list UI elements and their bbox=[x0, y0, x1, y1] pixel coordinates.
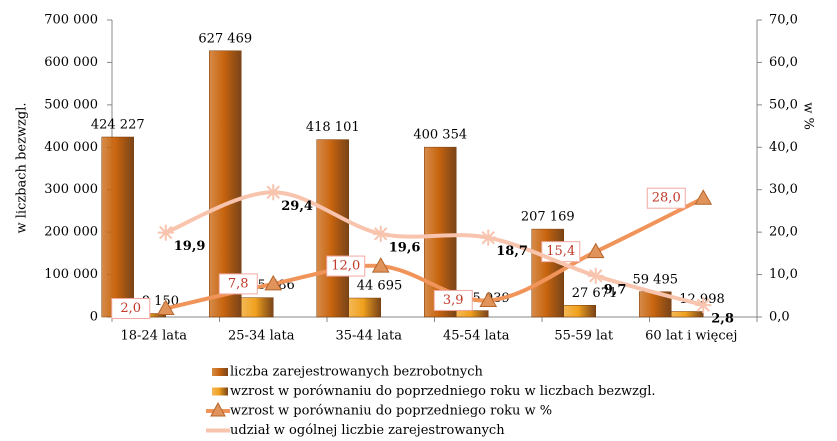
line-value-label: 2,8 bbox=[711, 312, 734, 327]
bar-value-label: 207 169 bbox=[521, 210, 575, 225]
y-tick-label: 100 000 bbox=[44, 267, 98, 282]
legend-label: wzrost w porównaniu do poprzedniego roku… bbox=[230, 384, 656, 399]
bar-value-label: 418 101 bbox=[306, 120, 360, 135]
legend-swatch bbox=[212, 387, 228, 396]
x-tick-label: 45-54 lata bbox=[443, 329, 510, 344]
legend-label: wzrost w porównaniu do poprzedniego roku… bbox=[230, 404, 552, 419]
line-value-label: 9,7 bbox=[604, 282, 627, 297]
legend-marker bbox=[210, 401, 226, 417]
bar bbox=[209, 50, 242, 318]
x-tick-label: 35-44 lata bbox=[336, 329, 403, 344]
bar-value-label: 44 695 bbox=[357, 279, 403, 294]
triangle-marker bbox=[156, 299, 175, 316]
star-marker bbox=[265, 184, 282, 201]
bar-value-label: 8 150 bbox=[142, 294, 179, 309]
value-label-box bbox=[111, 298, 151, 320]
bar-value-label: 400 354 bbox=[413, 128, 467, 143]
y2-tick-label: 50,0 bbox=[769, 97, 798, 112]
triangle-marker bbox=[371, 257, 390, 273]
y2-tick-label: 60,0 bbox=[769, 55, 798, 70]
y-tick-label: 200 000 bbox=[44, 225, 98, 240]
bar-value-label: 59 495 bbox=[633, 272, 679, 287]
y2-tick-label: 0,0 bbox=[769, 310, 790, 325]
y2-axis-label: w % bbox=[801, 102, 816, 130]
value-label-box bbox=[433, 289, 473, 311]
legend-label: liczba zarejestrowanych bezrobotnych bbox=[230, 365, 483, 380]
star-marker bbox=[480, 229, 497, 246]
bar bbox=[348, 297, 381, 318]
value-label-box bbox=[218, 273, 258, 295]
triangle-marker bbox=[479, 291, 498, 307]
value-label-box bbox=[646, 187, 686, 209]
line-value-label: 29,4 bbox=[281, 199, 313, 214]
bar bbox=[563, 305, 596, 318]
y2-tick-label: 30,0 bbox=[769, 182, 798, 197]
legend-swatch bbox=[212, 368, 228, 376]
line-value-label: 2,0 bbox=[120, 301, 141, 316]
triangle-marker bbox=[264, 274, 283, 291]
bar-value-label: 424 227 bbox=[91, 118, 145, 133]
line-value-label: 28,0 bbox=[652, 191, 681, 206]
line-value-label: 3,9 bbox=[443, 293, 464, 308]
star-marker bbox=[157, 224, 174, 241]
triangle-marker bbox=[586, 242, 605, 259]
y2-tick-label: 20,0 bbox=[769, 225, 798, 240]
line-value-label: 19,9 bbox=[174, 239, 206, 254]
line bbox=[165, 190, 704, 308]
y-tick-label: 0 bbox=[90, 310, 98, 325]
y-tick-label: 300 000 bbox=[44, 182, 98, 197]
bar bbox=[671, 311, 704, 318]
star-marker bbox=[372, 225, 389, 242]
line-value-label: 12,0 bbox=[331, 259, 360, 274]
bar bbox=[456, 310, 489, 318]
y2-tick-label: 70,0 bbox=[769, 13, 798, 28]
line-value-label: 19,6 bbox=[389, 240, 421, 255]
y-tick-label: 700 000 bbox=[44, 13, 98, 28]
y2-tick-label: 40,0 bbox=[769, 140, 798, 155]
bar bbox=[241, 297, 274, 318]
bar bbox=[101, 136, 134, 318]
y-tick-label: 600 000 bbox=[44, 55, 98, 70]
x-tick-label: 25-34 lata bbox=[228, 329, 295, 344]
y-tick-label: 500 000 bbox=[44, 97, 98, 112]
line-value-label: 15,4 bbox=[546, 244, 575, 259]
x-tick-label: 18-24 lata bbox=[121, 329, 188, 344]
star-marker bbox=[587, 267, 604, 284]
bar-value-label: 27 671 bbox=[572, 286, 618, 301]
y-axis-label: w liczbach bezwzgl. bbox=[15, 102, 30, 233]
line-value-label: 7,8 bbox=[228, 276, 249, 291]
line bbox=[165, 196, 705, 311]
x-tick-label: 55-59 lat bbox=[554, 329, 614, 344]
triangle-marker bbox=[694, 189, 713, 205]
star-marker bbox=[695, 297, 712, 314]
x-tick-label: 60 lat i więcej bbox=[645, 329, 737, 344]
legend-label: udział w ogólnej liczbie zarejestrowanyc… bbox=[230, 423, 505, 437]
value-label-box bbox=[326, 255, 366, 277]
y2-tick-label: 10,0 bbox=[769, 267, 798, 282]
bar-value-label: 627 469 bbox=[198, 31, 252, 46]
bar bbox=[316, 139, 349, 318]
line-value-label: 18,7 bbox=[496, 244, 528, 259]
y-tick-label: 400 000 bbox=[44, 140, 98, 155]
